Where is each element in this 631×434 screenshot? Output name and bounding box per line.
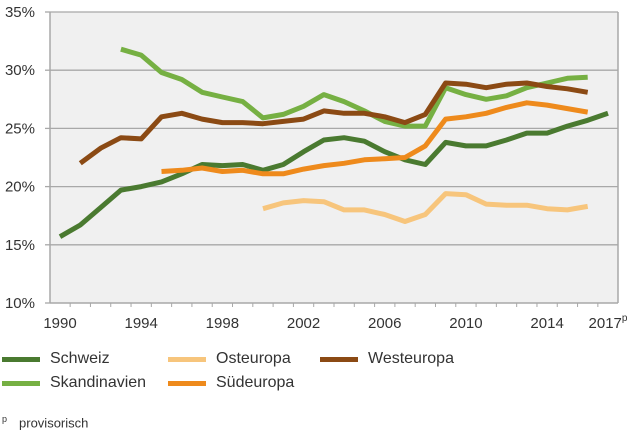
series-lines <box>58 46 609 239</box>
legend-item-suedeuropa: Südeuropa <box>168 372 294 394</box>
series-line-westeuropa <box>78 80 589 166</box>
legend-item-schweiz: Schweiz <box>2 348 110 370</box>
series-line-schweiz <box>58 110 609 239</box>
series-line-suedeuropa <box>161 100 589 177</box>
legend-swatch-suedeuropa <box>168 380 206 386</box>
legend-label: Schweiz <box>50 350 110 367</box>
legend-label: Osteuropa <box>216 350 291 367</box>
y-tick-labels: 10% 15% 20% 25% 30% 35% <box>5 4 35 312</box>
legend: Schweiz Osteuropa Westeuropa Skandinavie… <box>0 348 631 398</box>
legend-swatch-osteuropa <box>168 356 206 362</box>
legend-item-westeuropa: Westeuropa <box>320 348 454 370</box>
y-tick-label: 30% <box>5 62 35 79</box>
x-tick-label: 2010 <box>449 315 482 332</box>
x-tick-label: 1998 <box>206 315 239 332</box>
footnote-text: provisorisch <box>19 415 89 431</box>
y-tick-label: 20% <box>5 179 35 196</box>
legend-swatch-westeuropa <box>320 356 358 362</box>
x-tick-labels: 1990 1994 1998 2002 2006 2010 2014 2017p <box>43 313 628 332</box>
y-tick-label: 10% <box>5 295 35 312</box>
legend-swatch-schweiz <box>2 356 40 362</box>
x-tick-label: 2017p <box>589 313 628 332</box>
series-line-skandinavien <box>120 46 588 129</box>
y-tick-label: 25% <box>5 120 35 137</box>
legend-item-skandinavien: Skandinavien <box>2 372 146 394</box>
line-chart: 10% 15% 20% 25% 30% 35% 1990 1994 1998 2002 2006 2… <box>5 4 628 332</box>
footnote-marker: p <box>2 414 8 424</box>
legend-label: Skandinavien <box>50 374 147 391</box>
x-tick-label: 1994 <box>124 315 157 332</box>
x-tick-label: 2006 <box>368 315 401 332</box>
series-line-osteuropa <box>262 191 589 224</box>
legend-item-osteuropa: Osteuropa <box>168 348 291 370</box>
legend-label: Südeuropa <box>216 374 295 391</box>
legend-label: Westeuropa <box>368 350 454 367</box>
axes <box>45 11 619 307</box>
x-tick-label: 2014 <box>530 315 563 332</box>
y-tick-label: 15% <box>5 237 35 254</box>
footnote: p provisorisch <box>2 414 88 430</box>
x-tick-label: 2002 <box>287 315 320 332</box>
legend-swatch-skandinavien <box>2 380 40 386</box>
y-tick-label: 35% <box>5 4 35 21</box>
x-tick-label: 1990 <box>43 315 76 332</box>
